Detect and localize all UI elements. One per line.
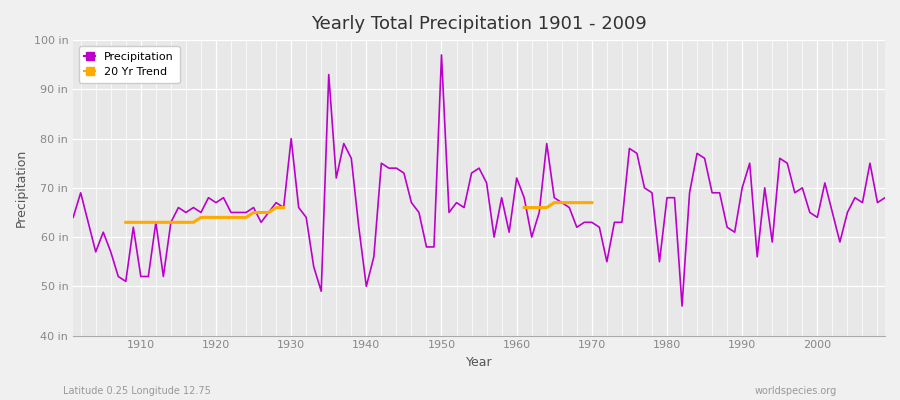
Text: worldspecies.org: worldspecies.org (755, 386, 837, 396)
Title: Yearly Total Precipitation 1901 - 2009: Yearly Total Precipitation 1901 - 2009 (311, 15, 647, 33)
Y-axis label: Precipitation: Precipitation (15, 149, 28, 227)
Text: Latitude 0.25 Longitude 12.75: Latitude 0.25 Longitude 12.75 (63, 386, 211, 396)
X-axis label: Year: Year (466, 356, 492, 369)
Legend: Precipitation, 20 Yr Trend: Precipitation, 20 Yr Trend (78, 46, 180, 83)
